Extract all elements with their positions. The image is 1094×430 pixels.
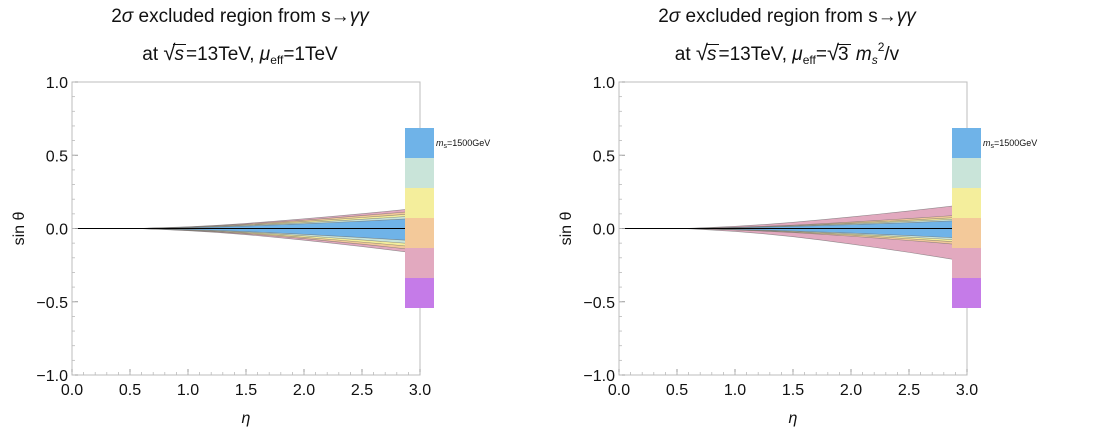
x-tick-label: 0.5 [119,382,141,399]
legend-swatch-0 [952,128,981,158]
y-axis-label: sin θ [11,212,28,246]
x-tick-label: 1.5 [235,382,257,399]
x-tick-label: 2.0 [840,382,862,399]
x-tick-label: 3.0 [956,382,978,399]
x-tick-label: 1.0 [724,382,746,399]
legend-swatch-3 [952,218,981,248]
x-tick-label: 2.0 [293,382,315,399]
legend-swatch-2 [952,188,981,218]
y-tick-label: −0.5 [36,295,68,312]
chart-title-line2: at √s =13TeV, μeff=1TeV [142,40,338,67]
legend-swatch-1 [405,158,434,188]
x-tick-label: 0.5 [666,382,688,399]
legend-swatch-4 [952,248,981,278]
legend-swatch-4 [405,248,434,278]
legend-swatch-0 [405,128,434,158]
y-tick-label: 0.0 [593,222,615,239]
chart-title-line1: 2σ excluded region from s→γγ [658,6,916,27]
y-tick-label: 0.5 [593,148,615,165]
legend-swatch-5 [405,278,434,308]
y-axis-label: sin θ [558,212,575,246]
chart-plot-right: 0.0 0.5 1.0 1.5 2.0 2.5 3.0 −1.0 −0.5 0.0 0.5 1.0 η s… [558,75,1037,427]
y-tick-label: −0.5 [583,295,615,312]
y-tick-label: 0.0 [46,222,68,239]
legend-swatch-3 [405,218,434,248]
y-tick-label: −1.0 [583,368,615,385]
x-tick-label: 2.5 [351,382,373,399]
y-tick-label: −1.0 [36,368,68,385]
chart-panel-left: 2σ excluded region from s→γγ at √s =13TeV… [11,6,490,427]
legend-label: ms=1500GeV [983,138,1037,150]
chart-panel-right: 2σ excluded region from s→γγ at √s =13TeV… [547,0,1094,430]
x-tick-label: 0.0 [61,382,83,399]
chart-title-line2: at √s =13TeV, μeff=√3 ms2/v [674,40,900,67]
chart-plot-left: 0.0 0.5 1.0 1.5 2.0 2.5 3.0 −1.0 −0.5 0.0 0.5 1.0 η s… [11,75,490,427]
x-tick-label: 3.0 [409,382,431,399]
legend-swatch-5 [952,278,981,308]
legend-label: ms=1500GeV [436,138,490,150]
legend-swatch-1 [952,158,981,188]
x-tick-label: 0.0 [608,382,630,399]
chart-title-line1: 2σ excluded region from s→γγ [111,6,369,27]
x-tick-label: 2.5 [898,382,920,399]
y-tick-label: 1.0 [46,75,68,92]
x-axis-label: η [242,410,251,427]
x-axis-label: η [789,410,798,427]
legend-swatch-2 [405,188,434,218]
y-tick-label: 1.0 [593,75,615,92]
x-tick-label: 1.0 [177,382,199,399]
x-tick-label: 1.5 [782,382,804,399]
y-tick-label: 0.5 [46,148,68,165]
